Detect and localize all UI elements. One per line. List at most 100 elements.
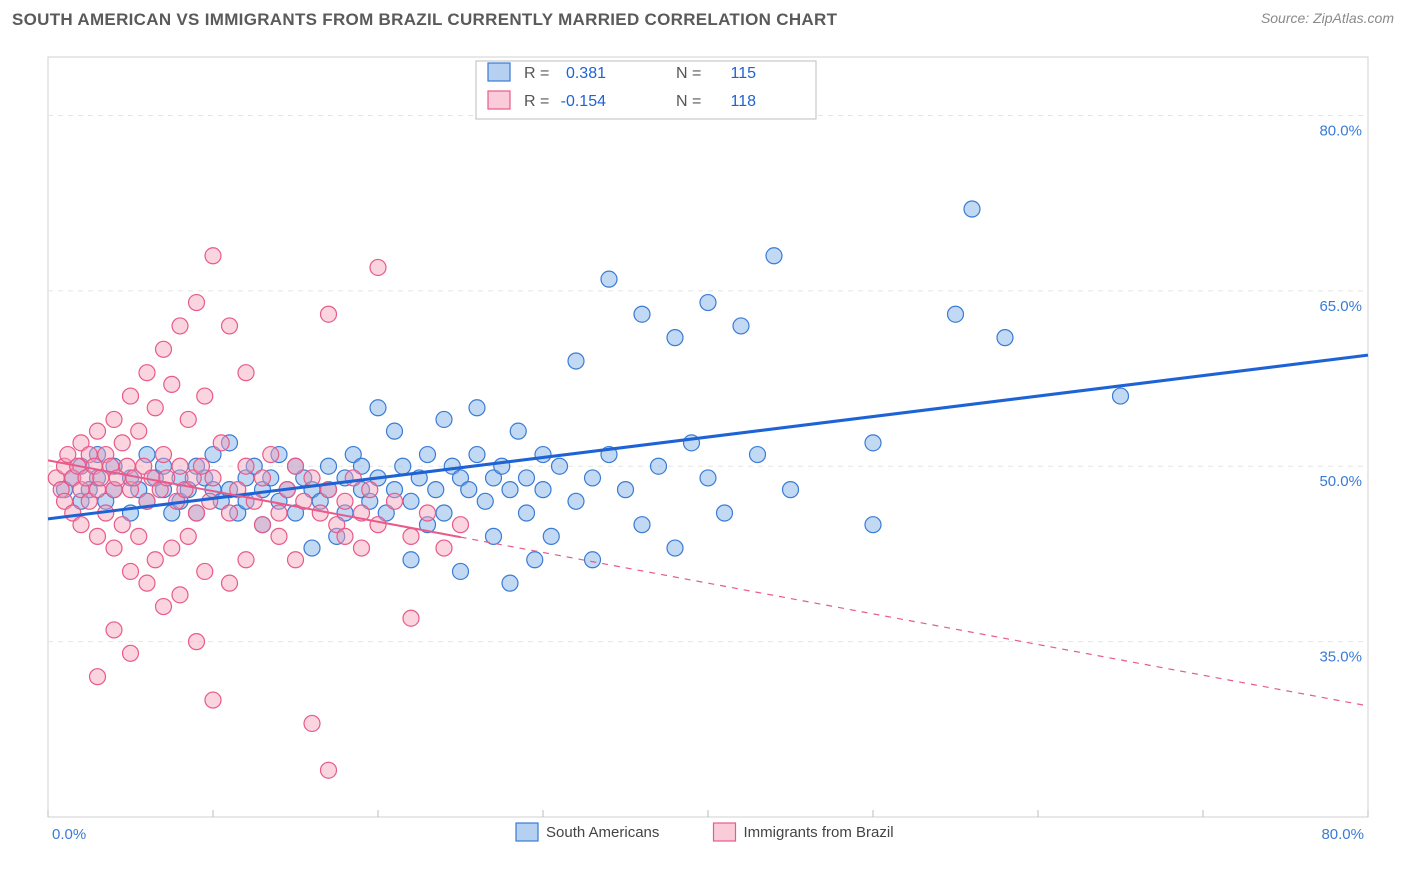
- scatter-point: [436, 505, 452, 521]
- scatter-point: [202, 493, 218, 509]
- scatter-point: [387, 493, 403, 509]
- scatter-point: [238, 458, 254, 474]
- scatter-point: [156, 341, 172, 357]
- scatter-point: [783, 482, 799, 498]
- scatter-point: [106, 411, 122, 427]
- scatter-point: [255, 470, 271, 486]
- scatter-point: [510, 423, 526, 439]
- scatter-point: [535, 447, 551, 463]
- scatter-point: [90, 528, 106, 544]
- scatter-point: [73, 517, 89, 533]
- scatter-point: [321, 458, 337, 474]
- title-bar: SOUTH AMERICAN VS IMMIGRANTS FROM BRAZIL…: [12, 10, 1394, 38]
- scatter-point: [461, 482, 477, 498]
- scatter-point: [205, 470, 221, 486]
- scatter-point: [436, 540, 452, 556]
- legend-r-label: R =: [524, 65, 549, 82]
- scatter-point: [123, 388, 139, 404]
- scatter-point: [370, 400, 386, 416]
- legend-swatch: [516, 823, 538, 841]
- scatter-point: [164, 376, 180, 392]
- chart-title: SOUTH AMERICAN VS IMMIGRANTS FROM BRAZIL…: [12, 10, 837, 29]
- scatter-point: [189, 634, 205, 650]
- legend-n-label: N =: [676, 93, 701, 110]
- scatter-point: [180, 411, 196, 427]
- scatter-point: [213, 435, 229, 451]
- scatter-point: [428, 482, 444, 498]
- scatter-point: [733, 318, 749, 334]
- scatter-point: [403, 493, 419, 509]
- scatter-point: [403, 610, 419, 626]
- scatter-point: [222, 318, 238, 334]
- scatter-point: [321, 762, 337, 778]
- scatter-point: [90, 423, 106, 439]
- legend-series-label: Immigrants from Brazil: [744, 824, 894, 841]
- scatter-point: [321, 306, 337, 322]
- scatter-point: [263, 447, 279, 463]
- scatter-point: [601, 271, 617, 287]
- scatter-point: [255, 517, 271, 533]
- scatter-point: [337, 528, 353, 544]
- scatter-point: [436, 411, 452, 427]
- scatter-point: [123, 645, 139, 661]
- scatter-point: [420, 505, 436, 521]
- scatter-point: [90, 669, 106, 685]
- svg-text:65.0%: 65.0%: [1319, 298, 1362, 315]
- legend-n-value: 118: [730, 93, 756, 110]
- scatter-point: [527, 552, 543, 568]
- scatter-point: [205, 248, 221, 264]
- legend-r-value: 0.381: [566, 65, 606, 82]
- scatter-point: [304, 715, 320, 731]
- scatter-point: [535, 482, 551, 498]
- scatter-point: [156, 447, 172, 463]
- scatter-point: [156, 599, 172, 615]
- scatter-point: [354, 540, 370, 556]
- scatter-point: [271, 528, 287, 544]
- legend-r-value: -0.154: [561, 93, 606, 110]
- scatter-point: [585, 552, 601, 568]
- scatter-point: [667, 540, 683, 556]
- scatter-point: [453, 517, 469, 533]
- scatter-point: [634, 517, 650, 533]
- scatter-point: [750, 447, 766, 463]
- source-label: Source: ZipAtlas.com: [1261, 10, 1394, 26]
- scatter-point: [172, 458, 188, 474]
- legend-r-label: R =: [524, 93, 549, 110]
- scatter-point: [519, 505, 535, 521]
- scatter-point: [865, 435, 881, 451]
- scatter-point: [288, 458, 304, 474]
- scatter-point: [222, 575, 238, 591]
- scatter-point: [370, 517, 386, 533]
- scatter-point: [114, 435, 130, 451]
- scatter-point: [238, 365, 254, 381]
- scatter-point: [304, 540, 320, 556]
- scatter-point: [766, 248, 782, 264]
- scatter-point: [502, 482, 518, 498]
- scatter-point: [700, 295, 716, 311]
- scatter-point: [403, 528, 419, 544]
- scatter-point: [667, 330, 683, 346]
- scatter-point: [634, 306, 650, 322]
- scatter-point: [477, 493, 493, 509]
- scatter-point: [180, 528, 196, 544]
- scatter-point: [123, 563, 139, 579]
- scatter-point: [106, 622, 122, 638]
- scatter-point: [469, 400, 485, 416]
- scatter-point: [618, 482, 634, 498]
- scatter-point: [700, 470, 716, 486]
- legend-swatch: [714, 823, 736, 841]
- scatter-point: [370, 259, 386, 275]
- legend-series-label: South Americans: [546, 824, 659, 841]
- scatter-point: [502, 575, 518, 591]
- scatter-point: [147, 552, 163, 568]
- legend-swatch: [488, 63, 510, 81]
- scatter-point: [568, 493, 584, 509]
- svg-text:80.0%: 80.0%: [1321, 826, 1364, 843]
- scatter-point: [304, 470, 320, 486]
- scatter-point: [362, 482, 378, 498]
- scatter-point: [337, 493, 353, 509]
- scatter-point: [288, 552, 304, 568]
- scatter-point: [865, 517, 881, 533]
- scatter-chart: 35.0%50.0%65.0%80.0%0.0%80.0%R =0.381N =…: [46, 55, 1386, 845]
- scatter-point: [197, 563, 213, 579]
